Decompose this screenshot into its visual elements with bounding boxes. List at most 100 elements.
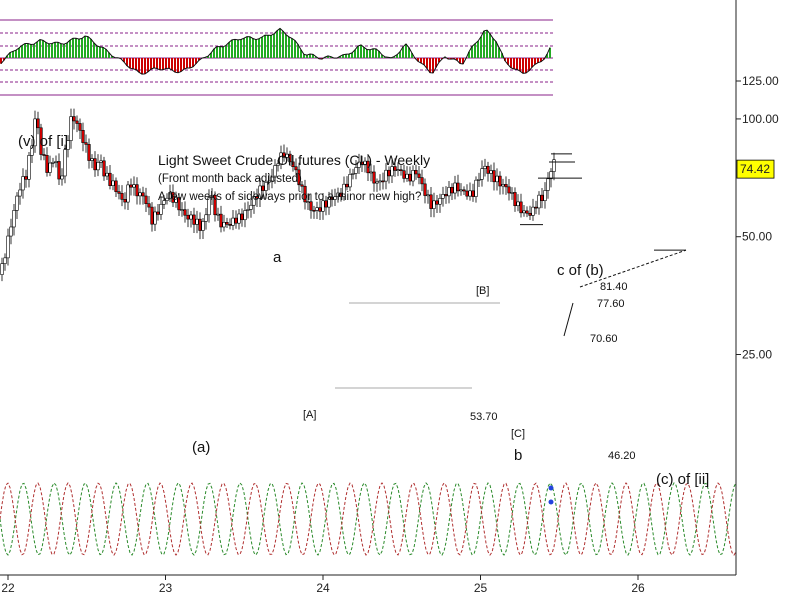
candle-body: [276, 163, 280, 166]
candle-body: [297, 169, 301, 186]
indicator-histogram-bar: [168, 58, 170, 69]
candle-body: [120, 193, 124, 200]
indicator-histogram-bar: [354, 49, 356, 58]
indicator-histogram-bar: [348, 54, 350, 58]
candle-body: [348, 174, 352, 188]
candle-body: [138, 192, 142, 197]
candle-body: [66, 140, 70, 150]
candle-body: [366, 160, 370, 174]
candle-body: [54, 161, 58, 163]
candle-body: [396, 169, 400, 171]
candle-body: [171, 192, 175, 203]
candle-body: [495, 175, 499, 183]
candle-body: [198, 218, 202, 231]
cycle-marker-dot: [548, 499, 554, 505]
indicator-histogram-bar: [207, 56, 209, 58]
candle-body: [162, 200, 166, 205]
indicator-histogram-bar: [327, 55, 329, 58]
candle-body: [84, 142, 88, 145]
candle-body: [408, 173, 412, 182]
indicator-histogram-bar: [495, 41, 497, 58]
candle-body: [384, 169, 388, 182]
cycle-line-green: [0, 482, 737, 556]
indicator-histogram-bar: [492, 38, 494, 58]
candle-body: [111, 180, 115, 186]
candle-body: [231, 217, 235, 226]
indicator-histogram-bar: [285, 34, 287, 58]
indicator-histogram-bar: [171, 58, 173, 70]
candle-body: [45, 155, 49, 173]
indicator-histogram-bar: [57, 42, 59, 58]
candle-body: [27, 155, 31, 180]
candle-body: [153, 211, 157, 225]
candle-body: [180, 209, 184, 211]
indicator-histogram-bar: [63, 44, 65, 58]
indicator-histogram-bar: [108, 52, 110, 58]
candle-body: [60, 175, 64, 180]
indicator-histogram-bar: [150, 58, 152, 70]
indicator-histogram-bar: [135, 58, 137, 70]
candle-body: [468, 190, 472, 197]
indicator-histogram-bar: [180, 58, 182, 72]
indicator-histogram-bar: [210, 53, 212, 58]
candle-body: [492, 170, 496, 183]
indicator-histogram-bar: [144, 58, 146, 74]
candle-body: [531, 206, 535, 216]
candle-body: [402, 170, 406, 179]
candle-body: [225, 222, 229, 225]
indicator-histogram-bar: [198, 58, 200, 61]
candle-body: [360, 161, 364, 166]
indicator-histogram-bar: [297, 44, 299, 58]
indicator-histogram-bar: [84, 35, 86, 58]
candle-body: [192, 214, 196, 225]
indicator-histogram-bar: [300, 49, 302, 58]
candle-body: [549, 171, 553, 180]
projection-line: [563, 302, 574, 337]
candle-body: [42, 154, 46, 156]
candle-body: [480, 168, 484, 180]
level-label-70-60: 70.60: [590, 333, 618, 345]
candle-body: [486, 165, 490, 174]
candle-body: [405, 173, 409, 179]
indicator-histogram-bar: [459, 58, 461, 64]
indicator-histogram-bar: [276, 30, 278, 58]
indicator-histogram-bar: [411, 53, 413, 58]
candle-body: [429, 194, 433, 209]
candle-body: [474, 179, 478, 197]
indicator-histogram-bar: [174, 58, 176, 73]
indicator-histogram-bar: [528, 58, 530, 71]
candle-body: [72, 116, 76, 122]
candle-body: [540, 194, 544, 201]
candle-body: [411, 170, 415, 182]
candle-body: [243, 210, 247, 221]
chart-subtitle: (Front month back adjusted): [158, 173, 302, 185]
candle-body: [471, 190, 475, 197]
indicator-histogram-bar: [75, 38, 77, 58]
indicator-histogram-bar: [192, 58, 194, 67]
candle-body: [93, 158, 97, 171]
time-axis-tick-label: 22: [1, 581, 15, 595]
indicator-histogram-bar: [189, 58, 191, 68]
indicator-histogram-bar: [375, 48, 377, 58]
candle-body: [3, 257, 7, 264]
indicator-histogram-bar: [213, 48, 215, 58]
indicator-histogram-bar: [177, 58, 179, 73]
time-axis-tick-label: 24: [316, 581, 330, 595]
candle-body: [501, 184, 505, 187]
indicator-histogram-bar: [363, 47, 365, 58]
indicator-histogram-bar: [258, 38, 260, 58]
indicator-histogram-bar: [99, 46, 101, 58]
indicator-histogram-bar: [72, 38, 74, 58]
indicator-histogram-bar: [288, 36, 290, 58]
indicator-histogram-bar: [369, 49, 371, 58]
candle-body: [135, 184, 139, 197]
indicator-histogram-bar: [36, 41, 38, 58]
candle-body: [450, 186, 454, 194]
candle-body: [177, 197, 181, 211]
indicator-histogram-bar: [474, 43, 476, 58]
candle-body: [498, 175, 502, 187]
candle-body: [441, 194, 445, 199]
indicator-histogram-bar: [480, 36, 482, 58]
candle-body: [363, 160, 367, 166]
candle-body: [273, 165, 277, 178]
